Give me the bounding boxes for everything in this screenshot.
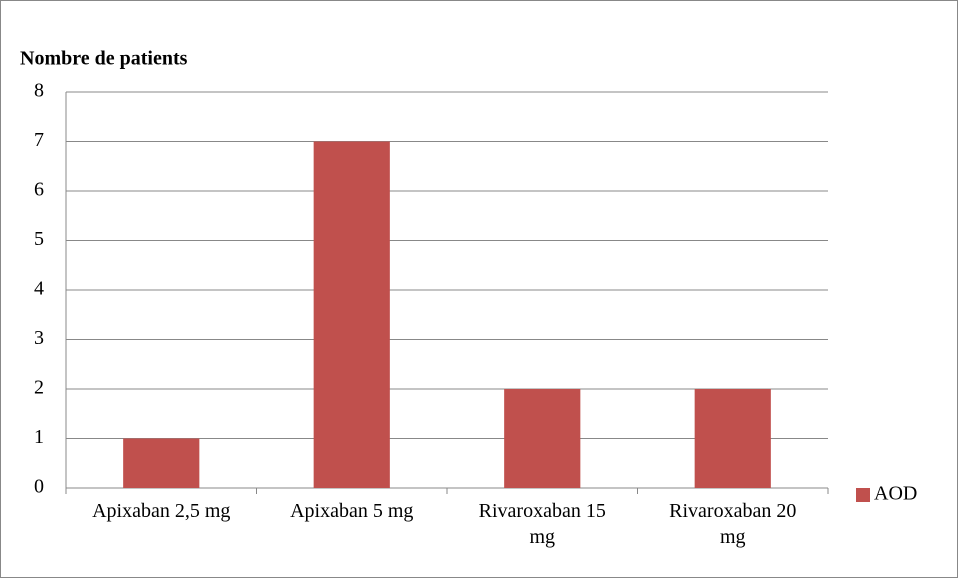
x-tick-label: Apixaban 2,5 mg (92, 500, 231, 522)
y-tick-label: 6 (34, 179, 44, 201)
x-tick-label: Rivaroxaban 20 mg (669, 500, 797, 548)
bar (313, 141, 390, 488)
y-tick-label: 8 (34, 80, 44, 102)
y-tick-label: 5 (34, 228, 44, 250)
y-tick-label: 1 (34, 426, 44, 448)
y-tick-label: 2 (34, 377, 44, 399)
bar (694, 389, 771, 488)
legend-swatch (856, 488, 870, 502)
legend-label: AOD (874, 483, 917, 505)
axis-title: Nombre de patients (20, 48, 188, 70)
bar (504, 389, 581, 488)
y-tick-label: 7 (34, 129, 44, 151)
y-tick-label: 3 (34, 327, 44, 349)
y-tick-label: 4 (34, 278, 44, 300)
x-tick-label: Rivaroxaban 15 mg (478, 500, 606, 548)
x-tick-label: Apixaban 5 mg (290, 500, 414, 522)
bar (123, 438, 200, 488)
y-tick-label: 0 (34, 476, 44, 498)
